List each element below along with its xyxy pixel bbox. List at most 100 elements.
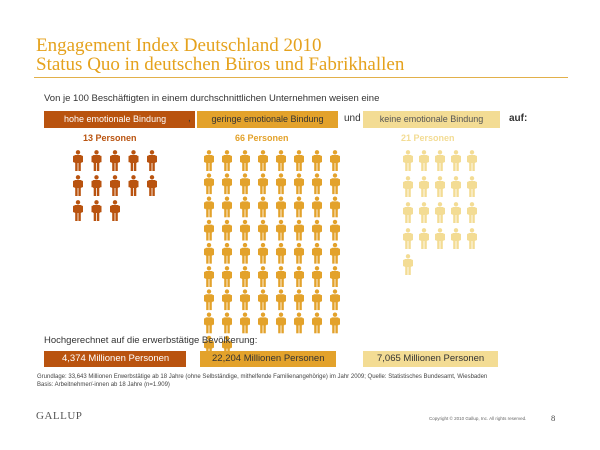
- person-icon: [330, 242, 340, 264]
- person-icon: [73, 150, 83, 171]
- population-low-box: 22,204 Millionen Personen: [200, 351, 336, 367]
- person-icon: [312, 312, 322, 334]
- person-group-low: [204, 150, 340, 357]
- person-icon: [276, 173, 286, 195]
- person-icon: [222, 289, 232, 311]
- person-icon: [222, 173, 232, 195]
- person-icon: [240, 289, 250, 311]
- person-icon: [204, 219, 214, 241]
- title-divider: [34, 77, 568, 78]
- category-high-box: hohe emotionale Bindung: [44, 111, 195, 128]
- person-icon: [258, 173, 268, 195]
- person-icon: [403, 228, 413, 249]
- person-icon: [419, 228, 429, 249]
- count-label-low: 66 Personen: [235, 133, 289, 143]
- footnote-line-1: Grundlage: 33,643 Millionen Erwerbstätig…: [37, 374, 488, 380]
- separator-comma: ,: [188, 113, 191, 124]
- person-icon: [451, 150, 461, 171]
- population-high-box: 4,374 Millionen Personen: [44, 351, 186, 367]
- person-icon: [276, 312, 286, 334]
- intro-text: Von je 100 Beschäftigten in einem durchs…: [44, 93, 380, 104]
- person-icon: [403, 202, 413, 223]
- person-icon: [258, 266, 268, 287]
- person-icon: [276, 266, 286, 287]
- person-icon: [330, 312, 340, 334]
- person-icon: [258, 196, 268, 218]
- person-icon: [91, 175, 102, 196]
- person-icon: [276, 150, 286, 171]
- person-icon: [222, 242, 232, 264]
- person-icon: [128, 150, 139, 171]
- person-icon: [419, 202, 429, 223]
- person-icon: [222, 312, 232, 334]
- count-label-high: 13 Personen: [83, 133, 137, 143]
- person-icon: [73, 175, 83, 196]
- person-icon: [110, 150, 120, 171]
- person-icon: [222, 266, 232, 287]
- person-icon: [435, 176, 445, 197]
- person-icon: [222, 219, 232, 241]
- person-icon: [294, 196, 304, 218]
- person-icon: [467, 228, 477, 249]
- person-icon: [312, 242, 322, 264]
- person-icon: [240, 242, 250, 264]
- person-icon: [128, 175, 139, 196]
- person-icon: [435, 202, 445, 223]
- category-none-box: keine emotionale Bindung: [363, 111, 500, 128]
- person-icon: [91, 200, 102, 221]
- person-group-high: [73, 150, 157, 221]
- person-group-none: [403, 150, 477, 275]
- person-icon: [330, 289, 340, 311]
- person-icon: [403, 254, 413, 275]
- person-icon: [276, 242, 286, 264]
- person-icon: [451, 176, 461, 197]
- separator-und: und: [344, 113, 361, 124]
- person-icon: [240, 312, 250, 334]
- person-icon: [467, 176, 477, 197]
- person-icon: [204, 173, 214, 195]
- count-label-none: 21 Personen: [401, 133, 455, 143]
- person-icon: [240, 196, 250, 218]
- category-low-box: geringe emotionale Bindung: [197, 111, 338, 128]
- person-icon: [294, 266, 304, 287]
- person-icon: [240, 266, 250, 287]
- extrapolation-heading: Hochgerechnet auf die erwerbstätige Bevö…: [44, 335, 258, 346]
- person-icon: [240, 150, 250, 171]
- person-icon: [222, 196, 232, 218]
- separator-auf: auf:: [509, 113, 528, 124]
- footnote: Grundlage: 33,643 Millionen Erwerbstätig…: [37, 373, 487, 389]
- person-icon: [467, 202, 477, 223]
- person-icon: [312, 150, 322, 171]
- person-icon: [147, 150, 157, 171]
- person-icon: [435, 150, 445, 171]
- population-none-box: 7,065 Millionen Personen: [363, 351, 498, 367]
- person-icon: [204, 312, 214, 334]
- slide-subtitle: Status Quo in deutschen Büros und Fabrik…: [36, 54, 405, 75]
- person-icon: [330, 150, 340, 171]
- person-icon: [258, 242, 268, 264]
- footnote-line-2: Basis: Arbeitnehmer/-innen ab 18 Jahre (…: [37, 382, 170, 388]
- person-icon: [419, 176, 429, 197]
- person-icon: [258, 289, 268, 311]
- person-icon: [435, 228, 445, 249]
- person-icon: [258, 150, 268, 171]
- person-icon: [91, 150, 102, 171]
- person-icon: [330, 173, 340, 195]
- copyright-text: Copyright © 2010 Gallup, Inc. All rights…: [429, 416, 527, 421]
- person-icon: [222, 150, 232, 171]
- person-icon: [204, 266, 214, 287]
- person-icon: [403, 176, 413, 197]
- person-icon: [312, 266, 322, 287]
- person-icon: [258, 219, 268, 241]
- person-icon: [294, 173, 304, 195]
- person-icon: [240, 173, 250, 195]
- slide-title: Engagement Index Deutschland 2010: [36, 35, 322, 56]
- person-icon: [312, 196, 322, 218]
- person-icon: [276, 196, 286, 218]
- person-icon: [204, 289, 214, 311]
- person-icon: [330, 196, 340, 218]
- person-icon: [240, 219, 250, 241]
- person-icon: [204, 242, 214, 264]
- person-icon: [312, 219, 322, 241]
